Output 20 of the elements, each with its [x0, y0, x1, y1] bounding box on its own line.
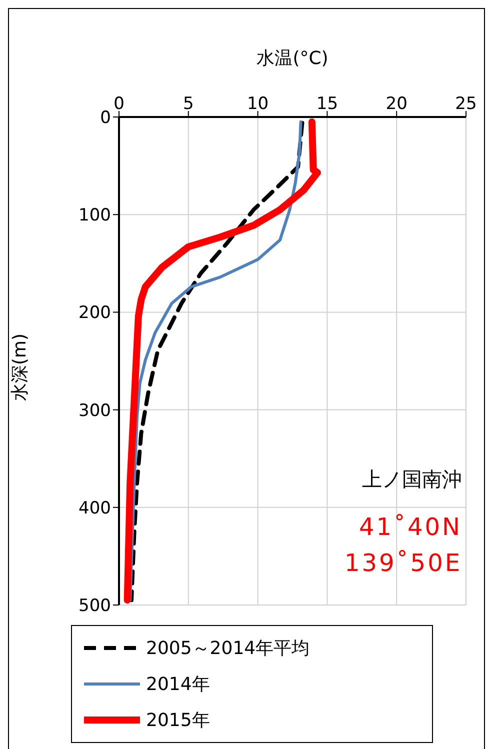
- x-tick-label: 10: [246, 94, 269, 114]
- legend-label: 2005～2014年平均: [146, 637, 310, 660]
- y-axis-title: 水深(m): [9, 333, 30, 401]
- legend-label: 2014年: [146, 673, 210, 696]
- annotation: 上ノ国南沖: [361, 466, 462, 493]
- y-tick-label: 300: [78, 400, 111, 421]
- x-tick-label: 0: [114, 94, 124, 114]
- annotation: 139˚50E: [344, 548, 462, 579]
- legend-label: 2015年: [146, 709, 210, 732]
- y-tick-label: 100: [78, 206, 111, 226]
- y-tick-label: 200: [78, 303, 111, 324]
- x-tick-label: 20: [386, 94, 408, 114]
- x-tick-label: 5: [182, 94, 194, 114]
- x-tick-label: 15: [316, 94, 338, 114]
- annotation: 41˚40N: [358, 512, 462, 543]
- x-tick-label: 25: [455, 94, 477, 114]
- x-axis-title: 水温(°C): [256, 48, 328, 69]
- y-tick-label: 0: [100, 108, 111, 128]
- y-tick-label: 400: [78, 498, 111, 518]
- y-tick-label: 500: [78, 596, 111, 616]
